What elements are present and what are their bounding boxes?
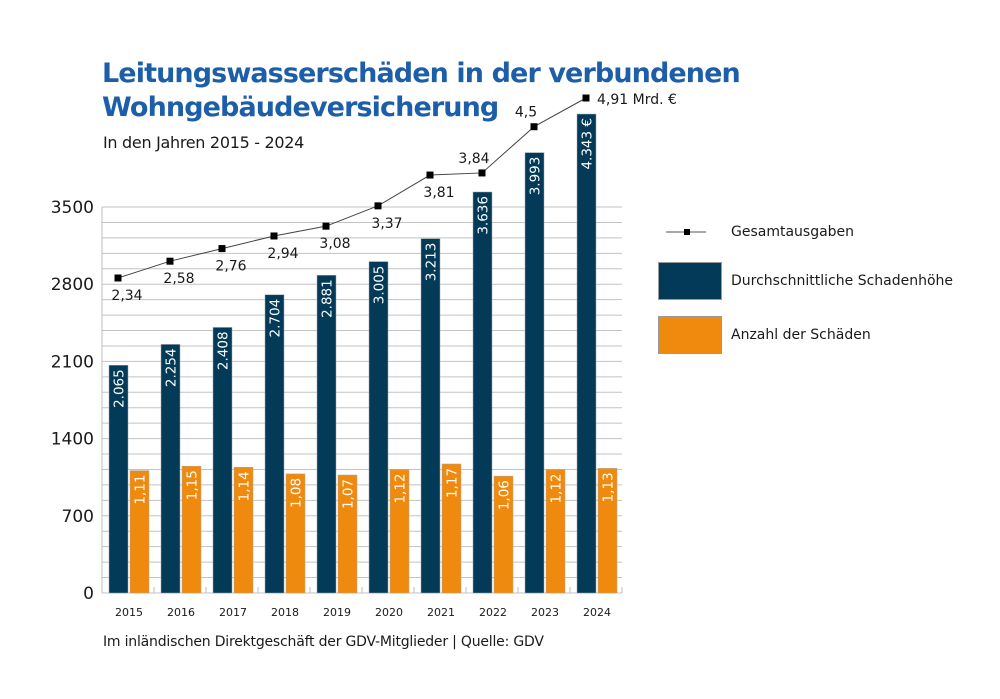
- bar-label-schadenhoehe: 2.704: [268, 299, 284, 338]
- bar-anzahl: [337, 474, 358, 594]
- bar-label-schadenhoehe: 3.005: [372, 266, 388, 305]
- x-tick-label: 2021: [427, 606, 455, 619]
- legend-label: Anzahl der Schäden: [731, 327, 871, 343]
- line-marker-icon: [666, 229, 706, 235]
- line-point-label: 3,08: [319, 236, 350, 252]
- y-tick-label: 3500: [51, 198, 94, 218]
- bar-schadenhoehe: [576, 113, 597, 594]
- bar-schadenhoehe: [524, 152, 545, 594]
- line-point-label: 3,81: [423, 185, 454, 201]
- line-point-label: 4,5: [515, 105, 537, 121]
- line-point: [530, 123, 538, 131]
- bars: 2.065 1,11 2.254 1,15 2.408 1,14 2.704 1,08 2.88…: [108, 113, 618, 594]
- x-tick-label: 2017: [219, 606, 247, 619]
- bar-anzahl: [233, 467, 254, 594]
- x-tick-label: 2015: [115, 606, 143, 619]
- line-point: [270, 232, 278, 240]
- bar-label-anzahl: 1,17: [445, 468, 461, 498]
- line-point: [582, 94, 590, 102]
- x-axis: 2015 2016 2017 2018 2019 2020 2021 2022 2023 2024: [101, 587, 623, 619]
- bar-label-schadenhoehe: 3.993: [528, 157, 544, 196]
- chart-subtitle: In den Jahren 2015 - 2024: [103, 133, 305, 152]
- line-point: [322, 222, 330, 230]
- bar-label-schadenhoehe: 2.065: [112, 369, 128, 408]
- line-point-label: 2,94: [267, 246, 298, 262]
- line-point-label: 3,84: [458, 151, 489, 167]
- line-point: [426, 171, 434, 179]
- line-series: 2,34 2,58 2,76 2,94 3,08 3,37 3,81 3,84 4,5 4,91 …: [111, 92, 676, 304]
- bar-label-schadenhoehe: 3.213: [424, 243, 440, 282]
- chart-footer: Im inländischen Direktgeschäft der GDV-M…: [103, 634, 544, 650]
- line-point-label: 3,37: [371, 216, 402, 232]
- bar-anzahl: [389, 469, 410, 594]
- bar-anzahl: [441, 463, 462, 594]
- bar-label-anzahl: 1,13: [601, 472, 617, 502]
- bar-label-schadenhoehe: 3.636: [476, 196, 492, 235]
- y-tick-label: 2800: [51, 275, 94, 295]
- legend-label: Gesamtausgaben: [731, 224, 855, 240]
- chart-title-line: Wohngebäudeversicherung: [102, 92, 499, 123]
- line-point-label: 2,58: [163, 271, 194, 287]
- bar-anzahl: [129, 470, 150, 594]
- x-tick-label: 2019: [323, 606, 351, 619]
- bar-label-anzahl: 1,15: [185, 470, 201, 500]
- x-tick-label: 2018: [271, 606, 299, 619]
- bar-label-anzahl: 1,06: [497, 480, 513, 510]
- bar-anzahl: [597, 468, 618, 594]
- bar-anzahl: [493, 475, 514, 594]
- legend-item-anzahl: Anzahl der Schäden: [658, 316, 871, 354]
- bar-schadenhoehe: [160, 344, 181, 594]
- legend-item-gesamtausgaben: Gesamtausgaben: [658, 222, 854, 242]
- bar-anzahl: [285, 473, 306, 594]
- bar-label-schadenhoehe: 2.881: [320, 279, 336, 318]
- bar-anzahl: [181, 465, 202, 594]
- legend-swatch: [658, 316, 722, 354]
- bar-schadenhoehe: [368, 261, 389, 594]
- line-path: [117, 97, 587, 279]
- legend-swatch: [658, 262, 722, 300]
- line-point: [218, 245, 226, 253]
- bar-schadenhoehe: [212, 327, 233, 594]
- bar-schadenhoehe: [316, 275, 337, 594]
- bar-label-anzahl: 1,14: [237, 471, 253, 501]
- bar-anzahl: [545, 469, 566, 594]
- line-point: [478, 169, 486, 177]
- legend-label: Durchschnittliche Schadenhöhe: [731, 273, 954, 289]
- line-point: [166, 257, 174, 265]
- bar-label-schadenhoehe: 2.408: [216, 331, 232, 370]
- x-tick-label: 2023: [531, 606, 559, 619]
- x-tick-label: 2022: [479, 606, 507, 619]
- legend-item-schadenhoehe: Durchschnittliche Schadenhöhe: [658, 262, 953, 300]
- bar-schadenhoehe: [108, 365, 129, 594]
- line-point: [374, 202, 382, 210]
- bar-label-anzahl: 1,12: [549, 473, 565, 503]
- bar-label-anzahl: 1,12: [393, 473, 409, 503]
- chart-title-line: Leitungswasserschäden in der verbundenen: [102, 58, 741, 89]
- bar-label-anzahl: 1,07: [341, 479, 357, 509]
- bar-schadenhoehe: [420, 238, 441, 594]
- bar-label-schadenhoehe: 2.254: [164, 348, 180, 387]
- line-point-label: 2,76: [215, 259, 246, 275]
- bar-schadenhoehe: [264, 294, 285, 594]
- x-tick-label: 2024: [583, 606, 611, 619]
- line-point-label: 4,91 Mrd. €: [597, 92, 677, 108]
- x-tick-label: 2020: [375, 606, 403, 619]
- x-tick-label: 2016: [167, 606, 195, 619]
- line-point: [114, 274, 122, 282]
- y-tick-label: 0: [83, 584, 94, 604]
- bar-schadenhoehe: [472, 191, 493, 594]
- bar-label-anzahl: 1,08: [289, 478, 305, 508]
- line-point-label: 2,34: [111, 288, 142, 304]
- y-tick-label: 700: [62, 507, 94, 527]
- bar-label-anzahl: 1,11: [133, 475, 149, 505]
- chart-title: Leitungswasserschäden in der verbundenen…: [102, 57, 741, 125]
- bar-label-schadenhoehe: 4.343 €: [580, 118, 596, 170]
- y-tick-label: 2100: [51, 352, 94, 372]
- y-axis-ticks: 0 700 1400 2100 2800 3500: [51, 198, 94, 604]
- y-tick-label: 1400: [51, 430, 94, 450]
